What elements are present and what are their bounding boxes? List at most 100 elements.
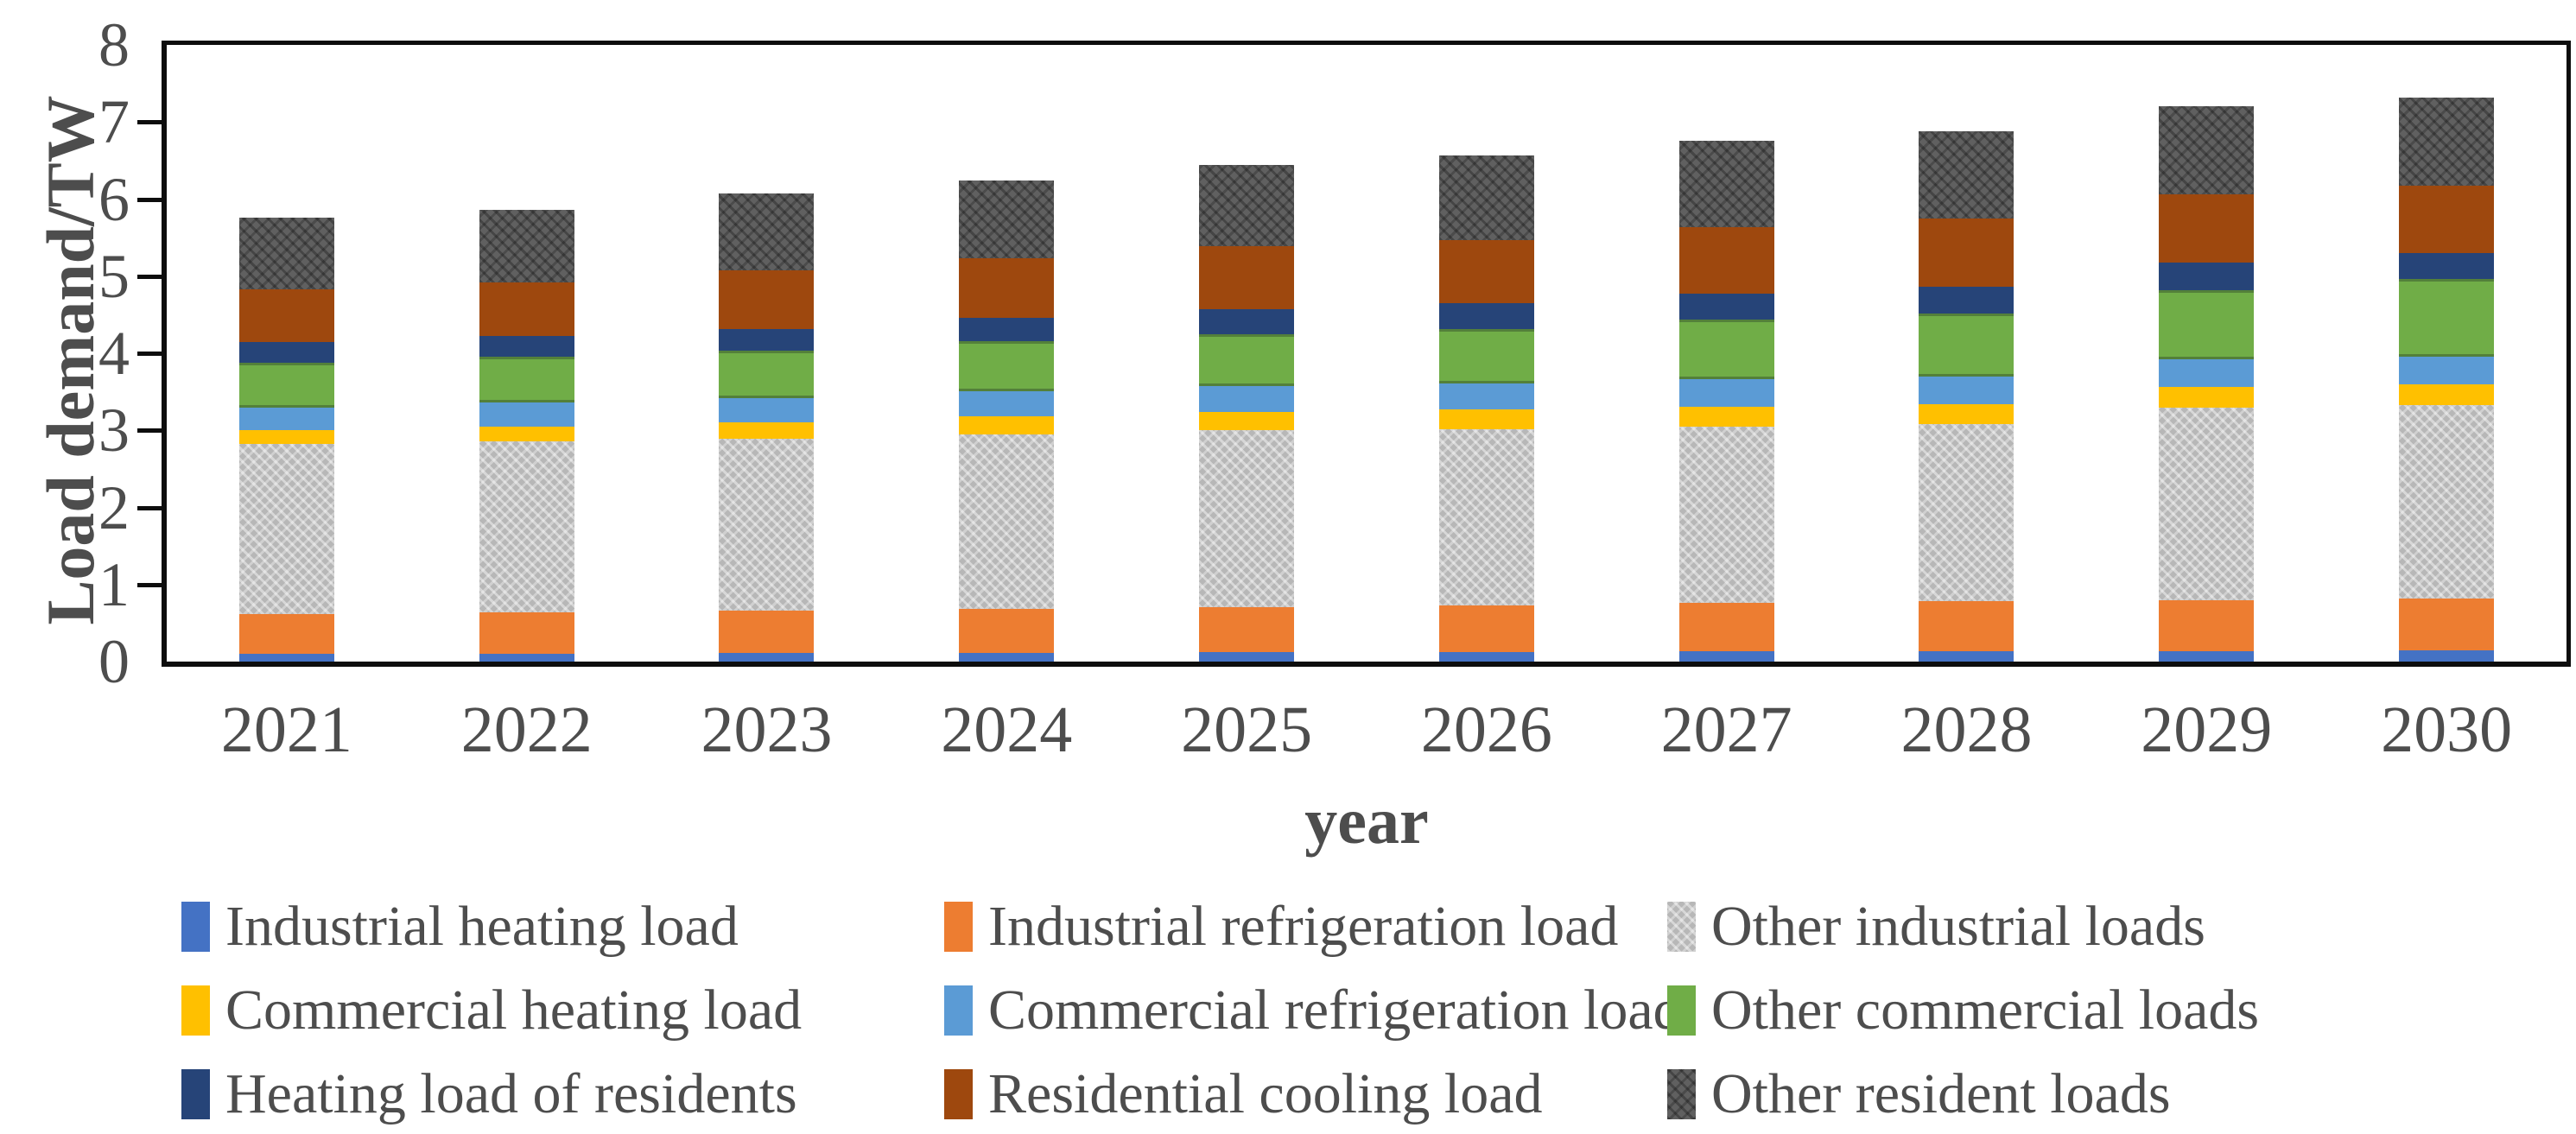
plot-frame-top [162, 41, 2571, 45]
bar-segment [2399, 97, 2495, 186]
bar-segment [959, 609, 1055, 654]
legend-label: Other commercial loads [1711, 979, 2260, 1042]
bar-segment [238, 613, 334, 655]
y-tick-mark [137, 428, 162, 434]
stacked-bar-2028 [1919, 131, 2014, 662]
bar-segment [1919, 424, 2014, 602]
legend-item: Commercial heating load [181, 979, 944, 1042]
bar-segment [719, 328, 815, 351]
y-tick-label: 0 [98, 627, 130, 696]
bar-segment [238, 430, 334, 444]
y-tick-label: 4 [98, 319, 130, 388]
bar-segment [1199, 309, 1295, 334]
bar-group-2026 [1367, 45, 1607, 662]
bar-segment [2399, 383, 2495, 405]
legend-swatch-icon [181, 985, 210, 1036]
bar-segment [2159, 650, 2255, 662]
bar-segment [1199, 165, 1295, 246]
bar-group-2024 [886, 45, 1126, 662]
bar-segment [1199, 245, 1295, 310]
bar-segment [1438, 409, 1534, 429]
legend-label: Residential cooling load [988, 1062, 1543, 1125]
x-tick-label: 2023 [701, 694, 833, 766]
x-tick-label: 2026 [1420, 694, 1552, 766]
bar-segment [719, 397, 815, 423]
legend-label: Commercial heating load [225, 979, 803, 1042]
bar-segment [1199, 430, 1295, 607]
y-tick-label: 5 [98, 241, 130, 311]
x-tick-label: 2022 [460, 694, 593, 766]
bar-segment [1678, 379, 1774, 407]
x-tick-label: 2024 [941, 694, 1073, 766]
bar-segment [1678, 226, 1774, 295]
legend-swatch-icon [944, 1069, 973, 1119]
legend-item: Industrial heating load [181, 895, 944, 958]
bar-segment [2399, 279, 2495, 357]
bar-segment [2399, 185, 2495, 254]
bar-group-2022 [407, 45, 647, 662]
y-tick-label: 3 [98, 396, 130, 466]
stacked-bar-2026 [1438, 155, 1534, 662]
legend-swatch-icon [181, 1069, 210, 1119]
bar-segment [959, 181, 1055, 259]
stacked-bar-2029 [2159, 105, 2255, 662]
bar-segment [959, 416, 1055, 434]
bar-segment [719, 422, 815, 440]
x-tick-label: 2021 [220, 694, 352, 766]
legend-swatch-icon [1667, 1069, 1696, 1119]
y-tick-label: 6 [98, 164, 130, 234]
bar-segment [1919, 313, 2014, 377]
bar-segment [238, 288, 334, 342]
y-tick-mark [137, 120, 162, 125]
bar-segment [959, 317, 1055, 341]
bar-segment [1438, 605, 1534, 653]
y-tick-label: 7 [98, 87, 130, 157]
stacked-bar-2025 [1199, 165, 1295, 662]
bar-segment [1678, 294, 1774, 320]
bar-segment [238, 217, 334, 289]
bar-group-2030 [2326, 45, 2566, 662]
x-tick-label: 2030 [2381, 694, 2513, 766]
bar-segment [959, 434, 1055, 610]
legend-swatch-icon [181, 902, 210, 952]
bar-segment [479, 282, 574, 336]
bar-segment [1438, 239, 1534, 304]
bar-segment [1438, 383, 1534, 410]
bar-segment [2159, 289, 2255, 360]
x-axis-title: year [1304, 785, 1429, 858]
legend-item: Heating load of residents [181, 1062, 944, 1125]
bar-segment [1919, 376, 2014, 404]
bar-segment [1919, 287, 2014, 314]
legend-item: Industrial refrigeration load [944, 895, 1667, 958]
bar-segment [1919, 651, 2014, 662]
bar-segment [479, 654, 574, 662]
x-tick-label: 2028 [1900, 694, 2033, 766]
y-tick-mark [137, 505, 162, 510]
bar-segment [479, 440, 574, 612]
stacked-bar-2021 [238, 217, 334, 662]
bar-segment [238, 443, 334, 614]
bar-segment [238, 341, 334, 363]
bar-segment [1199, 333, 1295, 386]
stacked-bar-2024 [959, 181, 1055, 662]
stacked-bar-2022 [479, 210, 574, 662]
bar-segment [1919, 218, 2014, 288]
bar-segment [2159, 105, 2255, 195]
bar-group-2027 [1607, 45, 1847, 662]
legend-label: Commercial refrigeration load [988, 979, 1682, 1042]
bar-segment [1199, 385, 1295, 412]
legend-item: Other industrial loads [1667, 895, 2462, 958]
bar-segment [2159, 194, 2255, 263]
bar-segment [2159, 408, 2255, 600]
bar-segment [2399, 598, 2495, 650]
bar-segment [2159, 387, 2255, 409]
y-axis-line [162, 41, 167, 667]
bar-segment [1199, 606, 1295, 653]
legend-label: Industrial heating load [225, 895, 739, 958]
bar-segment [479, 356, 574, 403]
bar-segment [1438, 303, 1534, 329]
bar-segment [2399, 649, 2495, 662]
bar-segment [719, 653, 815, 662]
bar-segment [2159, 599, 2255, 651]
stacked-bar-2030 [2399, 97, 2495, 662]
